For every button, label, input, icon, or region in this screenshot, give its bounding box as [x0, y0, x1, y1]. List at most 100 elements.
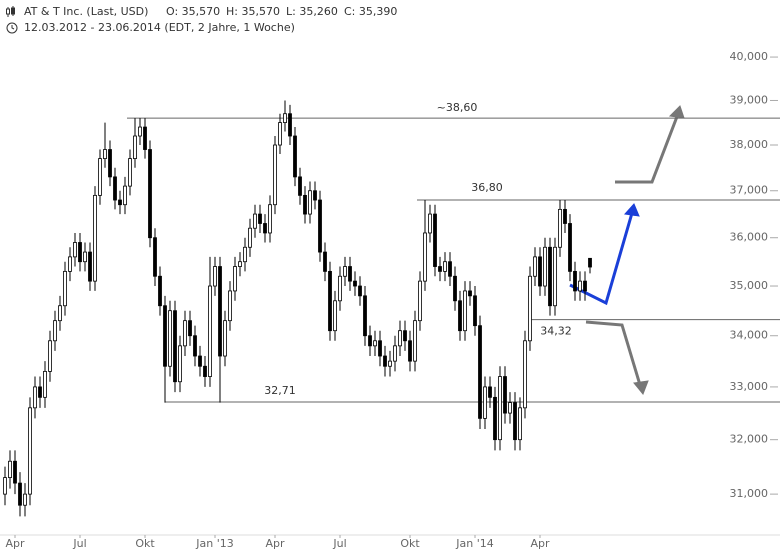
chart-subtitle: 12.03.2012 - 23.06.2014 (EDT, 2 Jahre, 1…	[24, 21, 295, 34]
candle-body	[408, 340, 412, 362]
candle-body	[78, 242, 82, 263]
x-tick-label: Jul	[332, 537, 346, 550]
quote-close: C: 35,390	[344, 5, 397, 18]
candle-body	[173, 310, 177, 383]
y-tick-label: 31,000	[730, 487, 769, 500]
candle-body	[218, 266, 222, 357]
candle-body	[63, 270, 67, 307]
candle-body	[338, 275, 342, 302]
candle-body	[398, 330, 402, 347]
candle-body	[223, 320, 227, 357]
candle-body	[543, 246, 547, 287]
arrows	[569, 105, 685, 395]
y-tick-label: 38,000	[730, 138, 769, 151]
candle-body	[93, 194, 97, 282]
candle-body	[413, 320, 417, 362]
candle-body	[23, 493, 27, 506]
candle-body	[198, 355, 202, 367]
candle-body	[518, 407, 522, 441]
candle-body	[403, 330, 407, 342]
candle-body	[383, 355, 387, 367]
candle-icon	[6, 6, 15, 17]
candle-body	[53, 320, 57, 342]
candle-body	[288, 113, 292, 137]
candle-body	[33, 386, 37, 409]
candle-body	[28, 407, 32, 495]
candle-body	[573, 270, 577, 292]
candle-body	[523, 340, 527, 409]
x-tick-label: Okt	[135, 537, 155, 550]
x-tick-label: Apr	[265, 537, 285, 550]
candle-body	[48, 340, 52, 372]
quote-open: O: 35,570	[166, 5, 220, 18]
candle-body	[103, 149, 107, 160]
chart-title: AT & T Inc. (Last, USD)	[24, 5, 148, 18]
candle-body	[88, 251, 92, 282]
y-tick-label: 39,000	[730, 93, 769, 106]
level-label: 34,32	[540, 325, 572, 338]
candle-body	[348, 266, 352, 282]
x-tick-label: Jan '14	[455, 537, 493, 550]
x-tick-label: Apr	[530, 537, 550, 550]
candle-body	[13, 460, 17, 484]
candle-body	[538, 256, 542, 287]
candle-body	[268, 204, 272, 234]
candle-body	[293, 135, 297, 178]
candle-body	[373, 340, 377, 347]
candle-body	[113, 176, 117, 201]
candle-body	[503, 376, 507, 414]
candle-body	[183, 320, 187, 347]
candle-body	[153, 237, 157, 277]
candle-body	[473, 295, 477, 327]
candle-body	[578, 280, 582, 292]
candle-body	[468, 290, 472, 297]
candle-body	[248, 227, 252, 248]
x-tick-label: Jul	[72, 537, 86, 550]
quote-high: H: 35,570	[226, 5, 280, 18]
candle-body	[508, 402, 512, 414]
x-tick-label: Jan '13	[195, 537, 233, 550]
candle-body	[458, 300, 462, 332]
candle-body	[313, 190, 317, 201]
candle-body	[108, 149, 112, 178]
candle-body	[118, 199, 122, 206]
y-tick-label: 36,000	[730, 231, 769, 244]
y-tick-label: 35,000	[730, 279, 769, 292]
candle-body	[493, 396, 497, 441]
candle-body	[388, 360, 392, 367]
candle-body	[453, 275, 457, 302]
candle-body	[358, 285, 362, 297]
y-tick-label: 37,000	[730, 184, 769, 197]
candle-body	[58, 305, 62, 322]
candle-body	[278, 122, 282, 146]
candle-body	[73, 242, 77, 258]
candle-body	[558, 208, 562, 248]
candle-body	[138, 126, 142, 137]
candle-body	[553, 246, 557, 307]
candle-body	[123, 185, 127, 206]
y-tick-label: 40,000	[730, 50, 769, 63]
candle-body	[478, 325, 482, 419]
candle-body	[583, 280, 587, 292]
candle-body	[418, 280, 422, 322]
candle-body	[133, 135, 137, 160]
level-label: ~38,60	[437, 101, 478, 114]
candle-body	[283, 113, 287, 123]
candle-body	[243, 246, 247, 263]
level-label: 36,80	[471, 181, 503, 194]
candle-body	[343, 266, 347, 277]
candle-body	[168, 310, 172, 367]
clock-icon	[6, 22, 18, 34]
candle-body	[498, 376, 502, 441]
candle-body	[438, 266, 442, 272]
candle-body	[188, 320, 192, 337]
candle-body	[528, 275, 532, 342]
candle-body	[203, 365, 207, 377]
candle-body	[563, 208, 567, 224]
candle-body	[98, 158, 102, 196]
candle-body	[208, 285, 212, 377]
candle-body	[568, 223, 572, 272]
candle-body	[178, 345, 182, 383]
candle-body	[463, 290, 467, 332]
